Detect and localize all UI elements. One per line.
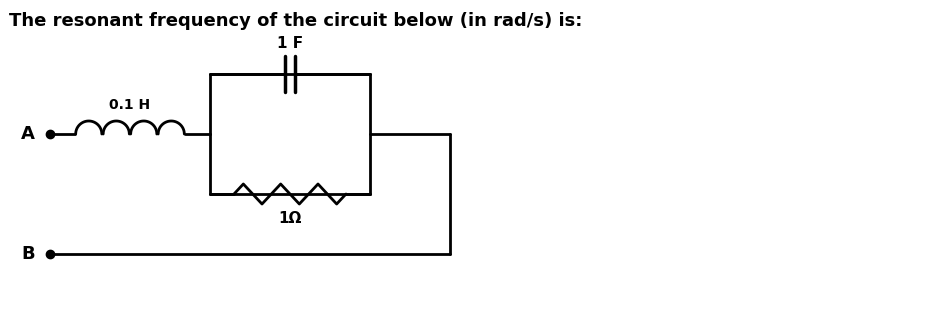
- Text: 0.1 H: 0.1 H: [110, 98, 150, 112]
- Text: 1 F: 1 F: [277, 36, 303, 51]
- Text: B: B: [22, 245, 35, 263]
- Text: 1Ω: 1Ω: [278, 211, 301, 226]
- Text: The resonant frequency of the circuit below (in rad/s) is:: The resonant frequency of the circuit be…: [9, 12, 583, 30]
- Text: A: A: [21, 125, 35, 143]
